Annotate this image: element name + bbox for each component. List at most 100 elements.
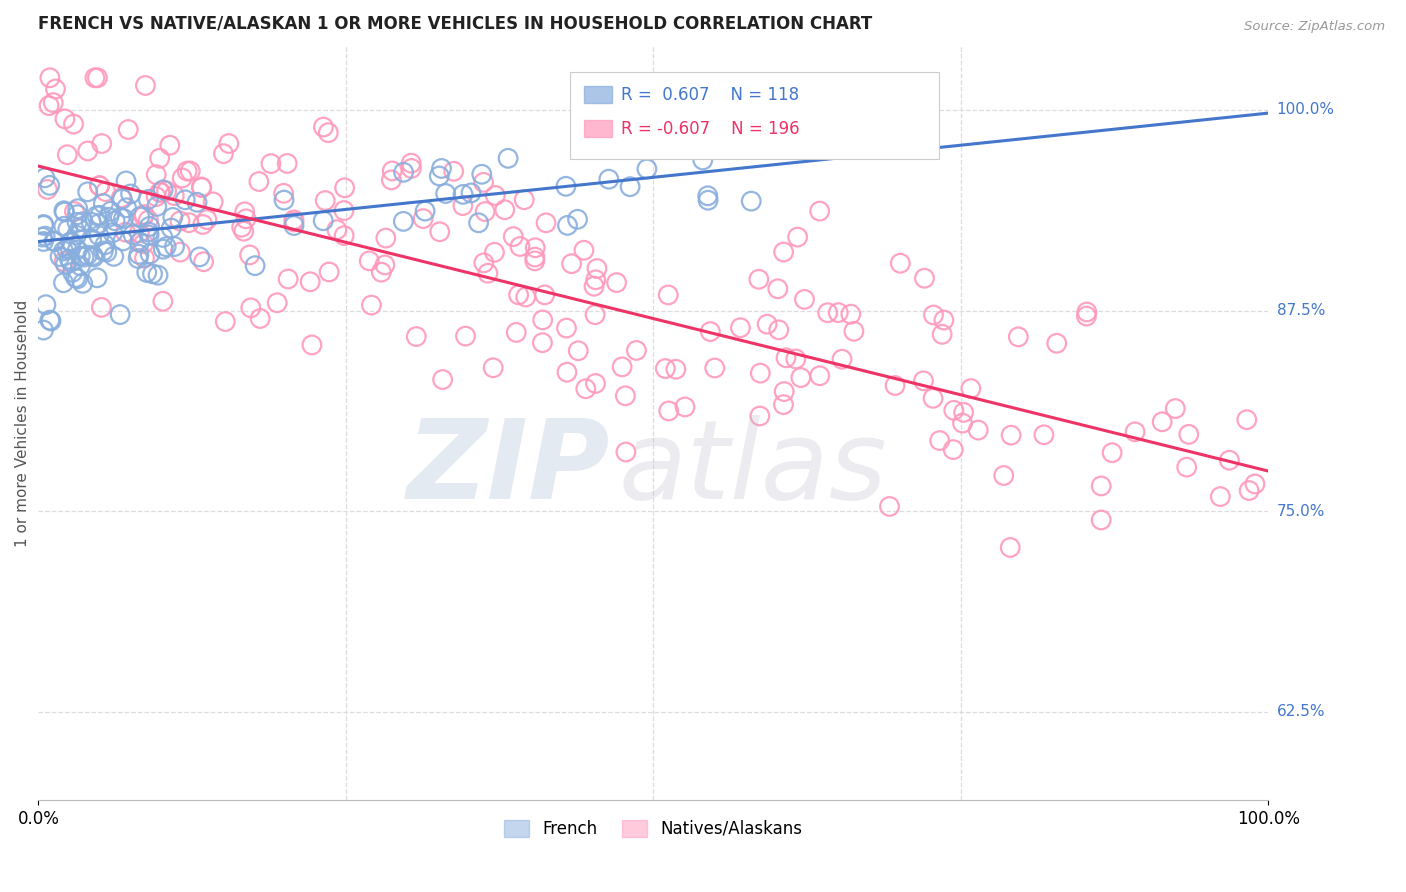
- Point: [90, 301, 112, 315]
- Point: [412, 211, 434, 226]
- Point: [555, 321, 578, 335]
- Text: 87.5%: 87.5%: [1277, 303, 1324, 318]
- Point: [952, 405, 974, 419]
- Point: [38, 178, 60, 193]
- Point: [35, 298, 58, 312]
- Point: [626, 343, 648, 358]
- Point: [1090, 479, 1112, 493]
- Point: [696, 189, 718, 203]
- Point: [318, 126, 340, 140]
- Point: [86, 270, 108, 285]
- Point: [52, 244, 75, 258]
- Point: [60, 235, 83, 249]
- Point: [128, 210, 150, 224]
- Point: [149, 185, 172, 199]
- Point: [128, 226, 150, 240]
- Point: [572, 244, 595, 258]
- Point: [658, 404, 681, 418]
- Point: [60, 255, 83, 269]
- Point: [703, 361, 725, 376]
- Text: atlas: atlas: [619, 415, 887, 522]
- Point: [1076, 309, 1098, 323]
- Point: [472, 256, 495, 270]
- Point: [1244, 477, 1267, 491]
- Point: [531, 313, 554, 327]
- Point: [193, 254, 215, 268]
- Point: [163, 188, 186, 202]
- Point: [76, 144, 98, 158]
- Point: [842, 324, 865, 338]
- Point: [606, 276, 628, 290]
- Point: [1000, 428, 1022, 442]
- Point: [179, 164, 201, 178]
- Point: [56, 222, 79, 236]
- Point: [756, 317, 779, 331]
- Point: [1175, 460, 1198, 475]
- Point: [146, 268, 169, 282]
- Point: [283, 215, 305, 229]
- Point: [333, 203, 356, 218]
- Point: [69, 221, 91, 235]
- Point: [42, 235, 65, 249]
- Point: [460, 186, 482, 200]
- Point: [374, 258, 396, 272]
- Point: [38, 70, 60, 85]
- Point: [152, 183, 174, 197]
- Point: [914, 271, 936, 285]
- Point: [169, 214, 191, 228]
- Point: [141, 267, 163, 281]
- Point: [128, 247, 150, 261]
- Point: [1209, 490, 1232, 504]
- Point: [748, 409, 770, 423]
- Point: [149, 151, 172, 165]
- Point: [134, 251, 156, 265]
- Point: [432, 372, 454, 386]
- Point: [247, 175, 270, 189]
- Point: [484, 245, 506, 260]
- Point: [333, 181, 356, 195]
- Point: [534, 216, 557, 230]
- Point: [100, 204, 122, 219]
- Point: [138, 227, 160, 242]
- Point: [993, 468, 1015, 483]
- Point: [496, 151, 519, 165]
- Point: [299, 275, 322, 289]
- Point: [583, 308, 606, 322]
- Point: [115, 201, 138, 215]
- Point: [831, 352, 853, 367]
- Point: [89, 178, 111, 193]
- Point: [190, 180, 212, 194]
- Point: [283, 212, 305, 227]
- Point: [451, 187, 474, 202]
- Point: [44, 82, 66, 96]
- FancyBboxPatch shape: [585, 87, 612, 103]
- Point: [665, 362, 688, 376]
- Point: [58, 252, 80, 267]
- Point: [66, 272, 89, 286]
- Point: [117, 122, 139, 136]
- Point: [374, 231, 396, 245]
- Point: [32, 219, 55, 233]
- Point: [83, 70, 105, 85]
- Point: [401, 161, 423, 176]
- Point: [533, 288, 555, 302]
- Point: [62, 117, 84, 131]
- Point: [53, 112, 76, 126]
- Point: [93, 244, 115, 258]
- Point: [86, 70, 108, 85]
- Point: [508, 288, 530, 302]
- Point: [912, 374, 935, 388]
- Point: [1236, 412, 1258, 426]
- Point: [174, 193, 197, 207]
- Point: [312, 213, 335, 227]
- Point: [87, 217, 110, 231]
- Point: [1000, 541, 1022, 555]
- Point: [87, 228, 110, 243]
- Point: [172, 171, 194, 186]
- Point: [582, 279, 605, 293]
- Point: [195, 212, 218, 227]
- Point: [239, 301, 262, 315]
- Point: [392, 214, 415, 228]
- Point: [482, 360, 505, 375]
- Point: [39, 314, 62, 328]
